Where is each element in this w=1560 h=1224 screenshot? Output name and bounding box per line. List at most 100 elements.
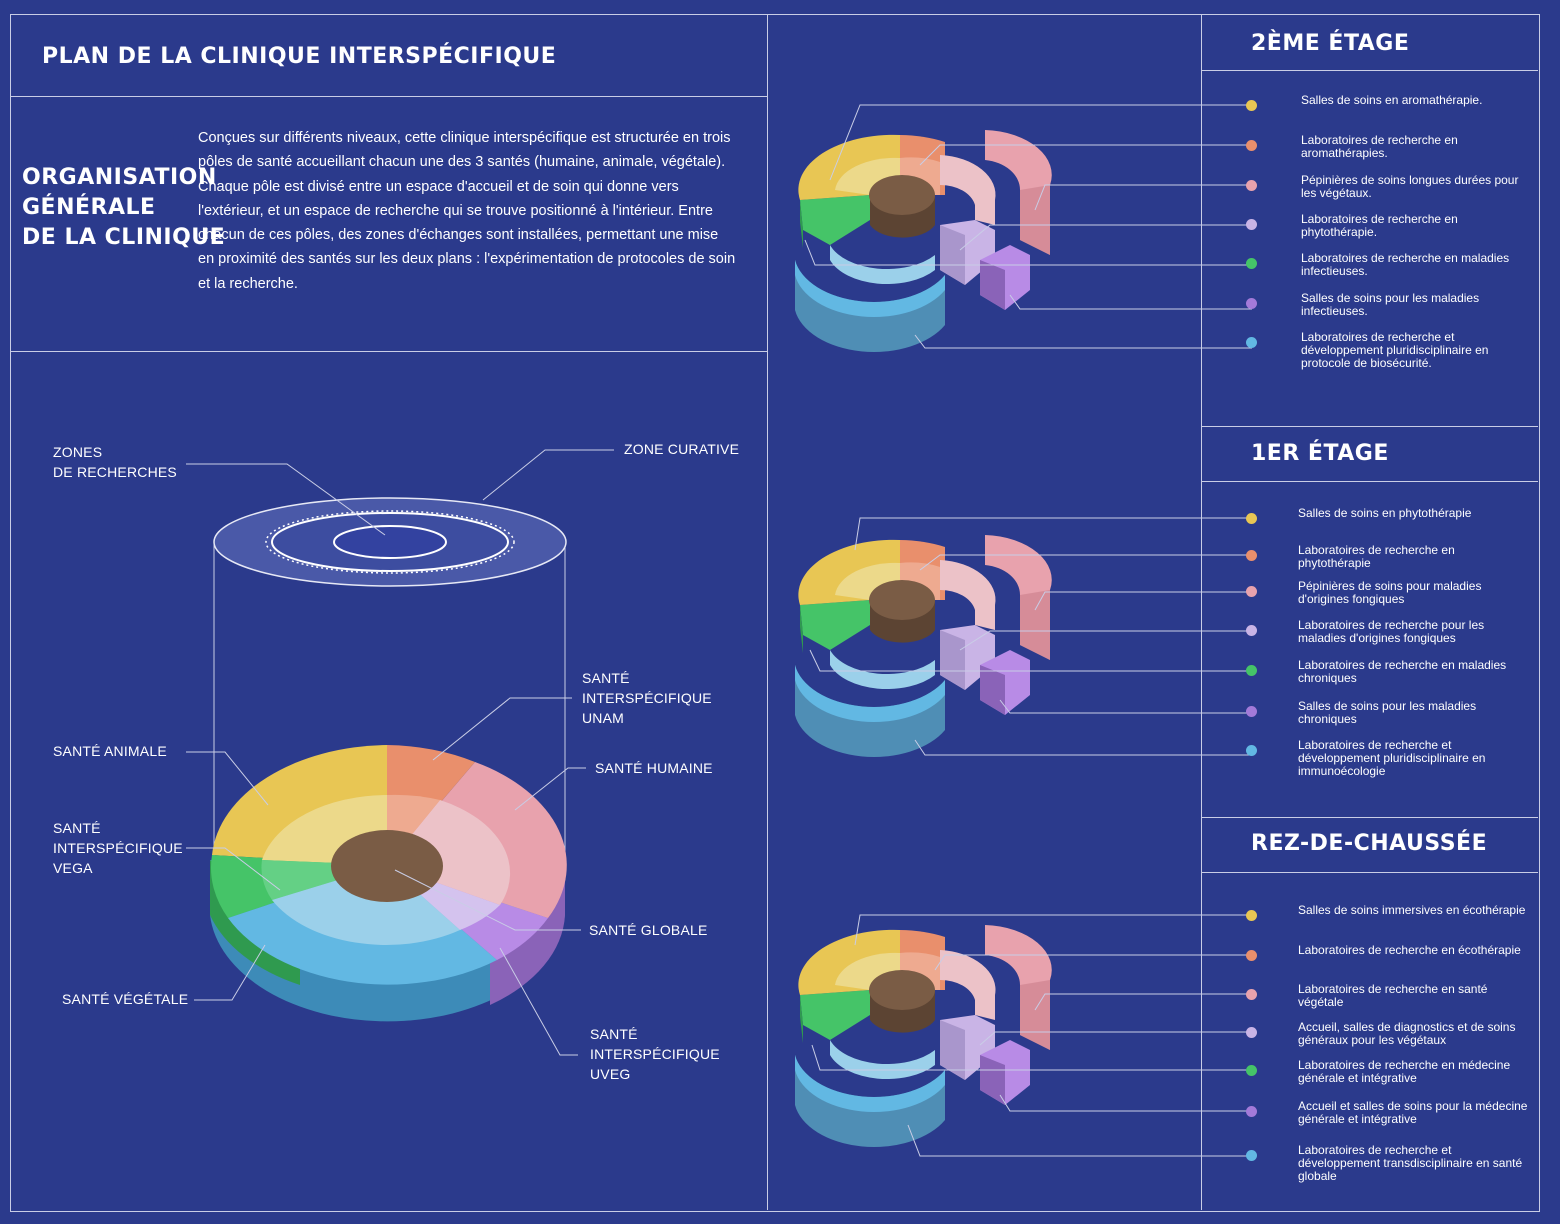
label-line: SANTÉ [53,820,101,836]
legend-dot-blue [1246,337,1257,348]
legend-item: Laboratoires de recherche en phytothérap… [1301,212,1458,239]
leader-humaine [514,767,586,811]
zone-ring-dotted [265,510,515,574]
leader-unam [432,697,572,761]
legend-dot-orange [1246,140,1257,151]
label-line: UVEG [590,1066,631,1082]
leader-f1-1 [854,517,1252,551]
legend-item: Laboratoires de recherche en médecine gé… [1298,1058,1511,1085]
legend-dot-lavender [1246,1027,1257,1038]
leader-f2-4 [959,224,1252,251]
legend-dot-yellow [1246,910,1257,921]
legend-dot-pink [1246,586,1257,597]
label-sante-humaine: SANTÉ HUMAINE [595,760,713,776]
divider-floor0-title [1201,872,1538,873]
legend-item: Salles de soins immersives en écothérapi… [1298,903,1526,917]
legend-item: Laboratoires de recherche et développeme… [1298,738,1486,778]
divider-floor0-top [1201,817,1538,818]
legend-item: Accueil, salles de diagnostics et de soi… [1298,1020,1516,1047]
divider-floor1-top [1201,426,1538,427]
leader-f1-6 [999,699,1252,714]
leader-f1-7 [914,739,1252,756]
divider-intro [10,351,767,352]
legend-item: Laboratoires de recherche en phytothérap… [1298,543,1455,570]
leader-uveg [499,947,578,1056]
label-line: INTERSPÉCIFIQUE [53,840,183,856]
label-line: INTERSPÉCIFIQUE [582,690,712,706]
outer-frame [10,14,1540,1212]
floor-title-0: REZ-DE-CHAUSSÉE [1251,831,1488,856]
legend-item: Laboratoires de recherche pour les malad… [1298,618,1485,645]
intro-paragraph: Conçues sur différents niveaux, cette cl… [198,130,736,292]
pie-center-globale [331,830,443,902]
legend-dot-pink [1246,989,1257,1000]
leader-f0-6 [999,1094,1252,1112]
legend-dot-green [1246,1065,1257,1076]
floor-0-drawing [795,925,1052,1147]
legend-item: Laboratoires de recherche en santé végét… [1298,982,1488,1009]
leader-f0-2 [934,954,1252,971]
legend-item: Salles de soins en phytothérapie [1298,506,1472,520]
legend-item: Laboratoires de recherche en maladies ch… [1298,658,1507,685]
legend-dot-orange [1246,950,1257,961]
legend-item: Salles de soins pour les maladies infect… [1301,291,1480,318]
label-sante-vegetale: SANTÉ VÉGÉTALE [62,991,189,1007]
leader-vega [186,847,281,891]
label-sante-uveg: SANTÉ INTERSPÉCIFIQUE UVEG [590,1024,720,1084]
label-line: INTERSPÉCIFIQUE [590,1046,720,1062]
intro-heading: ORGANISATION GÉNÉRALE DE LA CLINIQUE [22,163,225,253]
floor-1-drawing [795,535,1052,757]
leader-f2-3 [1034,184,1252,211]
floor-leaders [804,104,1252,1157]
divider-floor1-title [1201,481,1538,482]
floor-2-drawing [795,130,1052,352]
legend-item: Salles de soins en aromathérapie. [1301,93,1483,107]
legend-dot-purple [1246,298,1257,309]
leader-f1-5 [809,649,1252,672]
zone-ring-inner [333,525,447,559]
legend-item: Laboratoires de recherche et développeme… [1301,330,1489,370]
legend-dot-lavender [1246,219,1257,230]
legend-item: Accueil et salles de soins pour la médec… [1298,1099,1528,1126]
label-line: SANTÉ [590,1026,638,1042]
leader-f1-3 [1034,591,1252,611]
pie-inner-humaine [387,800,511,905]
leader-f2-2 [919,144,1252,166]
legend-dot-lavender [1246,625,1257,636]
legend-item: Pépinières de soins pour maladies d'orig… [1298,579,1482,606]
label-sante-animale: SANTÉ ANIMALE [53,743,167,759]
label-line: ZONES [53,444,103,460]
label-zone-curative: ZONE CURATIVE [624,441,740,457]
leader-globale [394,869,581,931]
label-line: SANTÉ [582,670,630,686]
leader-f2-5 [804,239,1252,266]
page-title: PLAN DE LA CLINIQUE INTERSPÉCIFIQUE [42,44,557,69]
leader-f2-1 [829,104,1252,181]
legend-dot-purple [1246,706,1257,717]
divider-floor2-title [1201,70,1538,71]
legend-dot-orange [1246,550,1257,561]
label-line: DE RECHERCHES [53,464,177,480]
legend-dot-yellow [1246,513,1257,524]
legend-item: Laboratoires de recherche en aromathérap… [1301,133,1458,160]
leader-f0-4 [979,1031,1252,1046]
leader-f0-1 [854,914,1252,946]
intro-heading-line: ORGANISATION [22,165,217,190]
label-line: VEGA [53,860,93,876]
leader-f0-3 [1034,993,1252,1011]
leader-animale [186,751,269,806]
label-sante-unam: SANTÉ INTERSPÉCIFIQUE UNAM [582,668,712,728]
divider-legend-column [1201,14,1202,1210]
legend-item: Laboratoires de recherche en écothérapie [1298,943,1521,957]
divider-vertical-main [767,14,768,1210]
legend-dot-purple [1246,1106,1257,1117]
leader-f1-2 [919,554,1252,571]
label-sante-vega: SANTÉ INTERSPÉCIFIQUE VEGA [53,818,183,878]
leader-zones-recherches [186,463,386,536]
legend-item: Laboratoires de recherche et développeme… [1298,1143,1523,1183]
intro-heading-line: GÉNÉRALE [22,195,156,220]
intro-heading-line: DE LA CLINIQUE [22,225,226,250]
label-line: UNAM [582,710,625,726]
legend-item: Laboratoires de recherche en maladies in… [1301,251,1510,278]
